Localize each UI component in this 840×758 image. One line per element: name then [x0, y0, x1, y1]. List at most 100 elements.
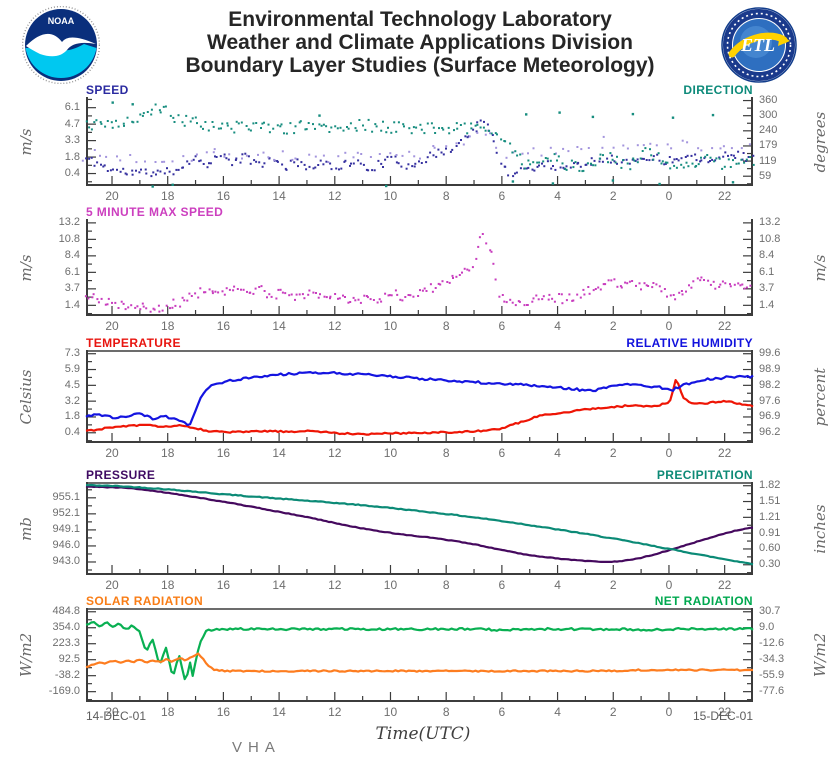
x-tick-label: 18 [161, 319, 175, 333]
y-tick-label-right: 99.6 [759, 347, 781, 360]
y-tick-label-right: 3.7 [759, 282, 775, 295]
etl-logo-text: ETL [740, 35, 775, 55]
x-tick-label: 0 [665, 705, 673, 719]
y-tick-label-right: 9.0 [759, 621, 775, 634]
x-tick-label: 4 [554, 705, 561, 719]
x-tick-label: 8 [442, 578, 450, 592]
chart-title-right-pressure-precip: PRECIPITATION [656, 468, 753, 482]
y-tick-label-right: 96.9 [759, 410, 781, 423]
x-tick-label: 20 [105, 446, 119, 460]
chart-title-left-wind: SPEED [86, 83, 129, 97]
x-tick-label: 22 [717, 578, 732, 592]
y-tick-label-right: 0.91 [759, 526, 781, 539]
x-tick-label: 4 [554, 446, 561, 460]
header: Environmental Technology Laboratory Weat… [110, 8, 730, 77]
y-tick-label-left: -169.0 [48, 685, 80, 698]
y-tick-label-left: 10.8 [58, 232, 80, 245]
x-tick-label: 18 [161, 189, 175, 203]
y-tick-label-left: 1.8 [64, 150, 80, 163]
x-tick-label: 22 [717, 189, 732, 203]
y-tick-label-left: 5.9 [64, 363, 80, 376]
x-tick-label: 18 [161, 578, 175, 592]
y-tick-label-right: -55.9 [759, 669, 785, 682]
x-tick-label: 10 [383, 319, 398, 333]
x-tick-label: 12 [328, 578, 342, 592]
y-tick-label-left: 92.5 [58, 653, 80, 666]
y-tick-label-right: 179 [759, 139, 778, 152]
plot-box-temp-rh [85, 350, 754, 443]
plot-box-pressure-precip [85, 482, 754, 575]
x-tick-label: 20 [105, 319, 119, 333]
x-tick-label: 16 [216, 189, 231, 203]
x-tick-label: 2 [609, 578, 617, 592]
chart-title-right-wind: DIRECTION [683, 83, 753, 97]
chart-title-left-temp-rh: TEMPERATURE [86, 336, 181, 350]
y-tick-label-left: 6.1 [64, 101, 80, 114]
x-tick-label: 6 [498, 446, 506, 460]
chart-title-right-radiation: NET RADIATION [654, 594, 753, 608]
plot-box-wind [81, 97, 755, 188]
y-tick-label-right: 0.30 [759, 558, 781, 571]
x-tick-label: 20 [105, 189, 119, 203]
y-tick-label-left: 943.0 [52, 555, 80, 568]
y-tick-label-left: 1.4 [64, 298, 80, 311]
y-axis-unit-right-radiation: W/m2 [811, 632, 829, 678]
x-tick-label: 6 [498, 578, 506, 592]
y-tick-label-left: 952.1 [52, 507, 80, 520]
x-tick-label: 12 [328, 446, 342, 460]
series-pressure [85, 485, 754, 564]
y-tick-label-right: 13.2 [759, 216, 781, 229]
y-tick-label-right: 30.7 [759, 605, 781, 618]
x-tick-label: 2 [609, 446, 617, 460]
y-tick-label-left: 3.7 [64, 282, 80, 295]
y-tick-label-right: 6.1 [759, 265, 775, 278]
y-tick-label-left: 13.2 [58, 216, 80, 229]
x-tick-label: 6 [498, 705, 506, 719]
y-tick-label-right: 10.8 [759, 232, 781, 245]
x-tick-label: 2 [609, 319, 617, 333]
x-tick-label: 22 [717, 319, 732, 333]
y-tick-label-right: 8.4 [759, 249, 775, 262]
y-tick-label-right: 0.60 [759, 542, 781, 555]
y-tick-label-left: 3.2 [64, 394, 80, 407]
x-axis-title: Time(UTC) [375, 724, 471, 744]
x-tick-label: 12 [328, 705, 342, 719]
y-tick-label-right: 97.6 [759, 394, 781, 407]
x-tick-label: 18 [161, 446, 175, 460]
chart-title-left-max-speed: 5 MINUTE MAX SPEED [86, 205, 224, 219]
y-axis-unit-right-max-speed: m/s [811, 254, 829, 281]
y-tick-label-right: 96.2 [759, 426, 781, 439]
y-tick-label-right: -77.6 [759, 685, 785, 698]
y-tick-label-right: 360 [759, 94, 778, 107]
y-tick-label-left: 4.7 [64, 117, 80, 130]
x-tick-label: 0 [665, 319, 673, 333]
x-tick-label: 0 [665, 189, 673, 203]
x-tick-label: 14 [272, 705, 286, 719]
date-left-label: 14-DEC-01 [86, 709, 147, 723]
x-tick-label: 14 [272, 189, 286, 203]
etl-logo: ETL [721, 7, 797, 83]
x-tick-label: 16 [216, 578, 231, 592]
plot-box-radiation [85, 608, 754, 702]
x-tick-label: 4 [554, 319, 561, 333]
x-tick-label: 0 [665, 578, 673, 592]
series-precipitation [85, 483, 754, 566]
y-tick-label-left: 946.0 [52, 539, 80, 552]
y-tick-label-right: 300 [759, 109, 778, 122]
x-tick-label: 4 [554, 189, 561, 203]
y-axis-unit-right-wind: degrees [811, 111, 829, 172]
x-tick-label: 2 [609, 189, 617, 203]
x-tick-label: 6 [498, 319, 506, 333]
y-tick-label-left: 8.4 [64, 249, 80, 262]
x-tick-label: 12 [328, 189, 342, 203]
x-tick-label: 10 [383, 578, 398, 592]
y-tick-label-left: 0.4 [64, 167, 80, 180]
series-temperature [85, 379, 754, 436]
y-tick-label-right: 1.82 [759, 479, 781, 492]
y-tick-label-right: 59 [759, 169, 772, 182]
y-tick-label-left: 484.8 [52, 605, 80, 618]
y-axis-unit-right-pressure-precip: inches [811, 503, 829, 554]
x-tick-label: 6 [498, 189, 506, 203]
chart-title-right-temp-rh: RELATIVE HUMIDITY [626, 336, 753, 350]
